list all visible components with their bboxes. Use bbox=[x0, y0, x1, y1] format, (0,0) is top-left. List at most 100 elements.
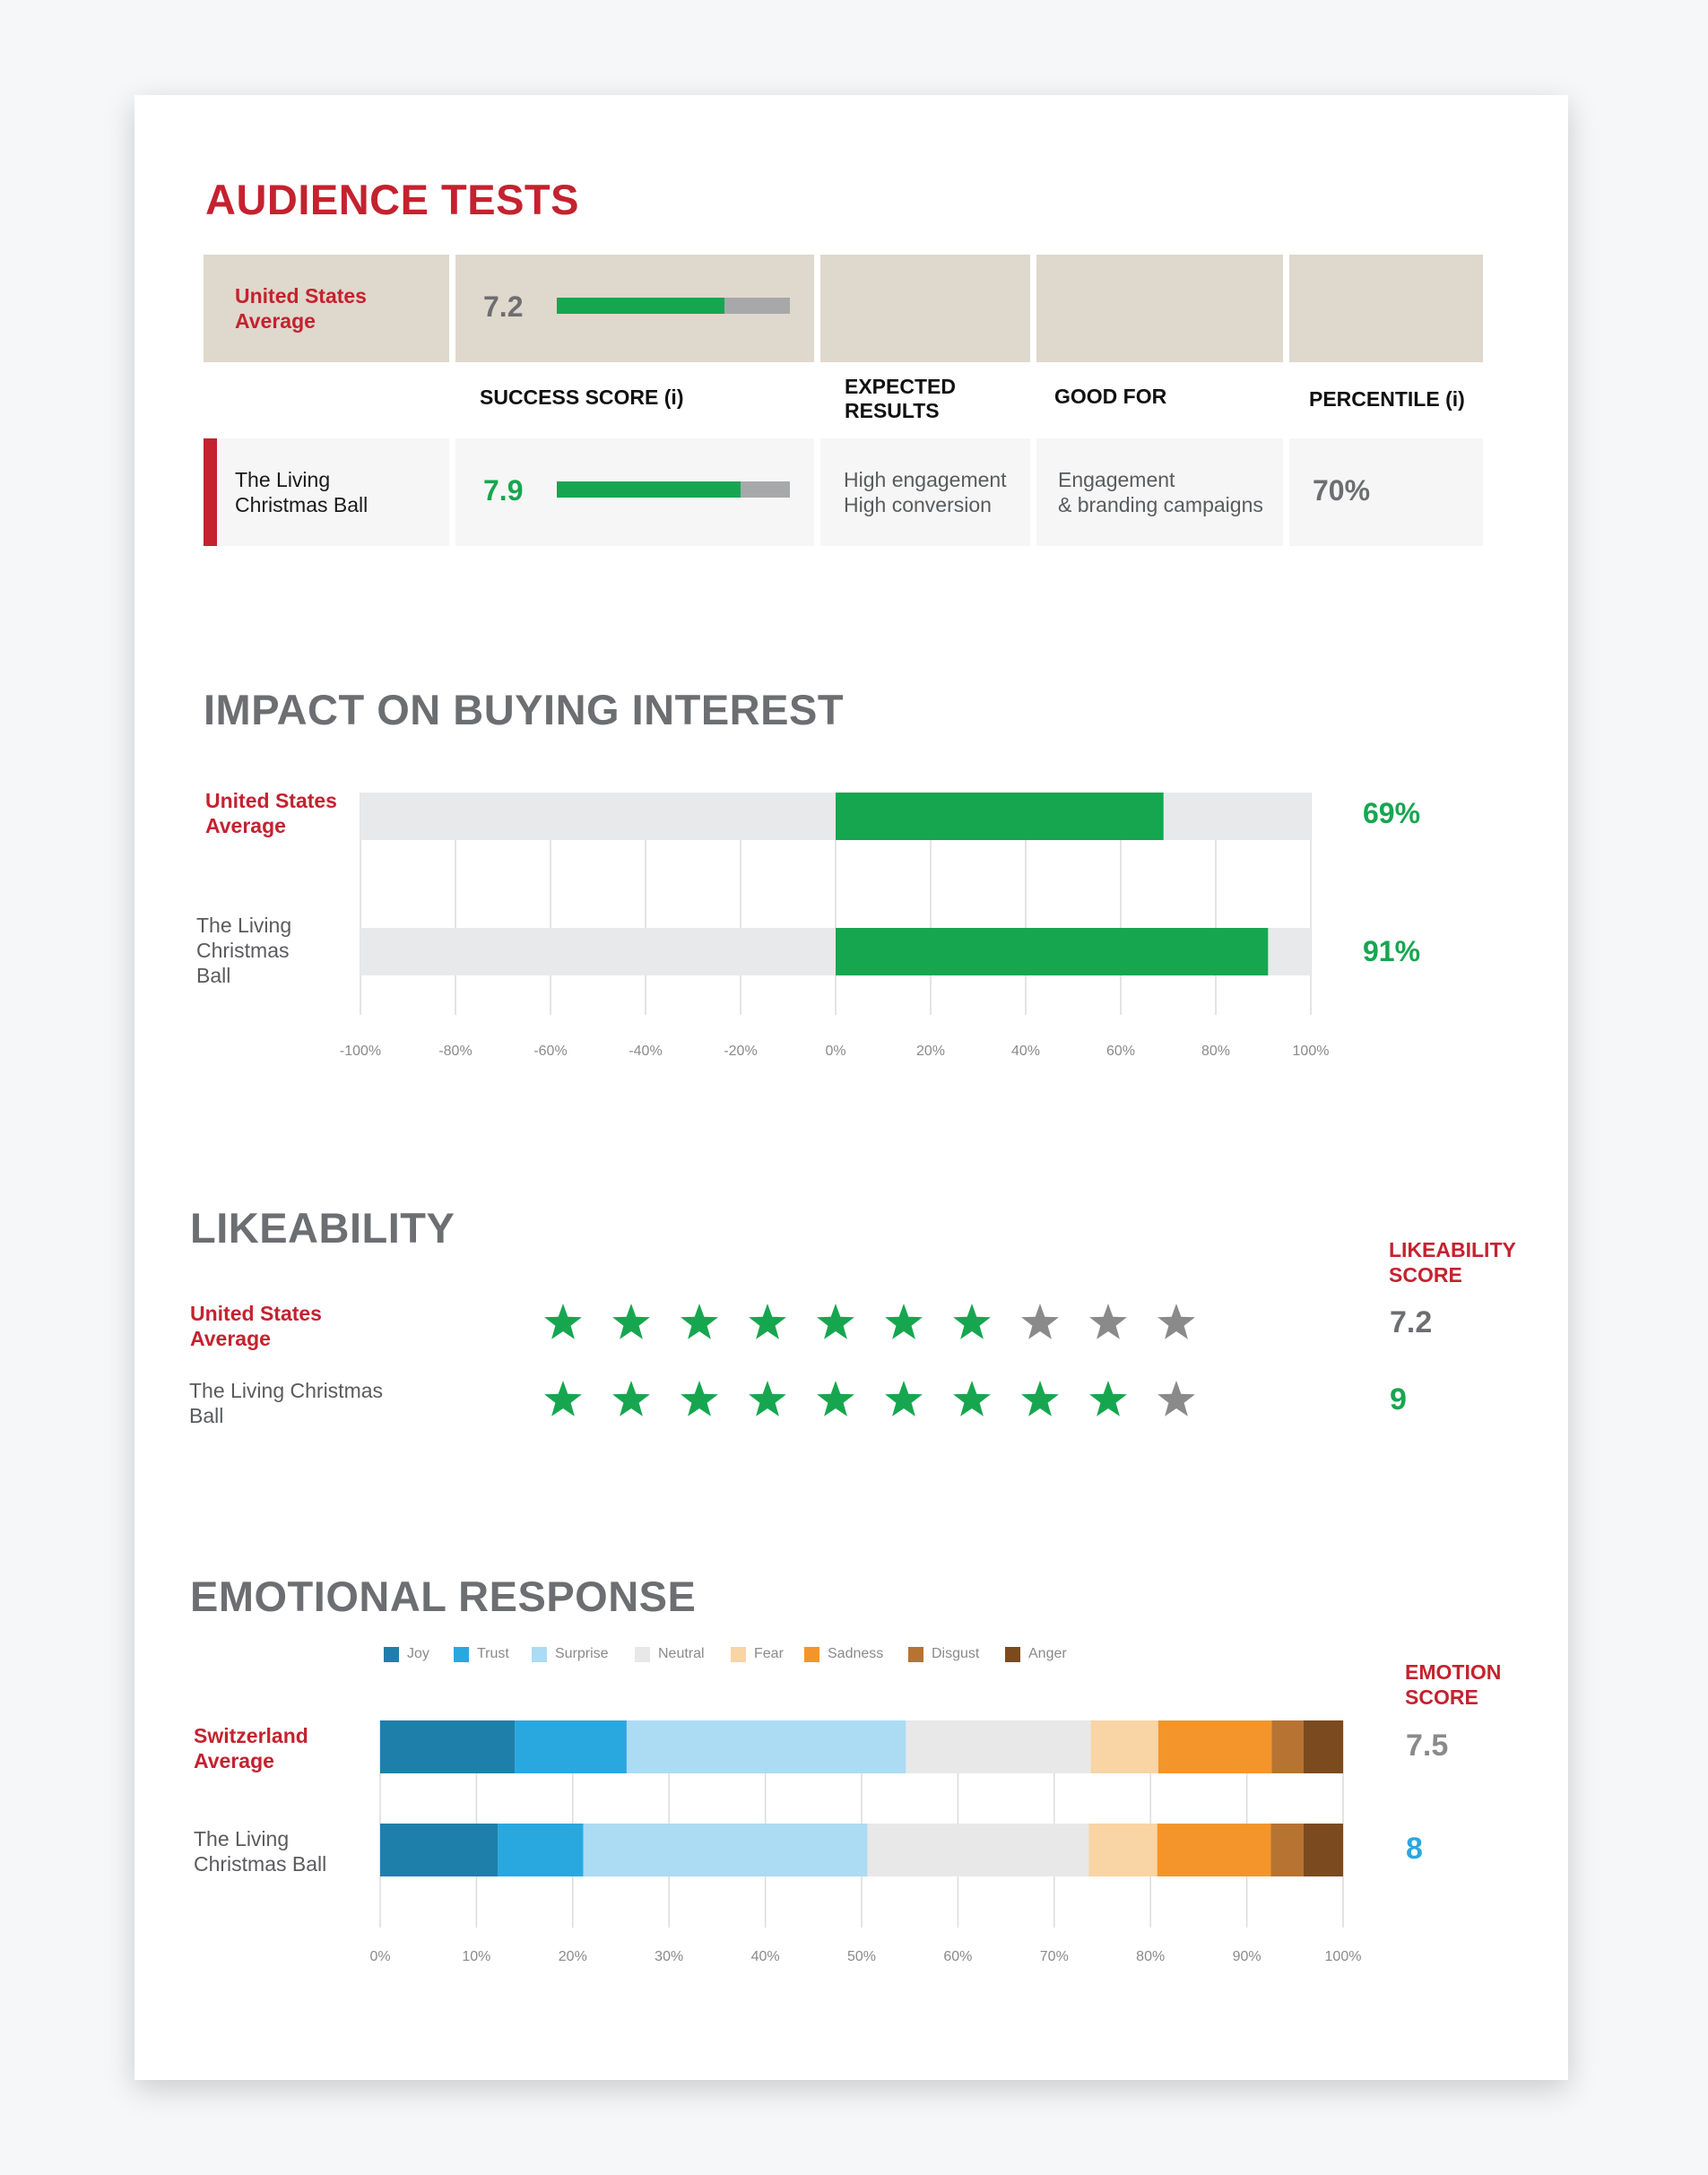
success-score-header[interactable]: SUCCESS SCORE (i) bbox=[480, 386, 684, 409]
avg-name-label: United States Average bbox=[235, 284, 367, 333]
emotional-title: EMOTIONAL RESPONSE bbox=[190, 1573, 697, 1620]
em-segment-disgust bbox=[1271, 1720, 1304, 1773]
bi-tick-label: 60% bbox=[1106, 1044, 1135, 1059]
em-tick-label: 20% bbox=[559, 1949, 587, 1964]
expected-line-2: High conversion bbox=[844, 493, 992, 516]
legend-item-anger: Anger bbox=[1005, 1645, 1067, 1663]
ad-percentile-cell: 70% bbox=[1289, 438, 1483, 546]
star-filled-icon bbox=[953, 1381, 991, 1417]
bi-avg-value: 69% bbox=[1363, 797, 1421, 829]
em-segment-joy bbox=[380, 1824, 499, 1876]
em-ad-score: 8 bbox=[1406, 1832, 1423, 1866]
em-ad-label: The Living Christmas Ball bbox=[194, 1827, 327, 1876]
star-filled-icon bbox=[817, 1304, 854, 1339]
avg-score-bar-fill bbox=[557, 298, 725, 314]
likeability-score-header: LIKEABILITY SCORE bbox=[1389, 1238, 1516, 1287]
likeability-stars bbox=[544, 1304, 1195, 1417]
legend-swatch bbox=[532, 1646, 547, 1662]
bi-avg-label: United States Average bbox=[205, 789, 337, 837]
em-tick-label: 10% bbox=[462, 1949, 490, 1964]
legend-label: Sadness bbox=[828, 1646, 884, 1661]
goodfor-line-2: & branding campaigns bbox=[1058, 493, 1263, 516]
bi-tick-label: -20% bbox=[724, 1044, 757, 1059]
legend-label: Surprise bbox=[555, 1646, 609, 1661]
star-empty-icon bbox=[1157, 1304, 1195, 1339]
em-segment-anger bbox=[1303, 1720, 1343, 1773]
likeability-title: LIKEABILITY bbox=[190, 1204, 455, 1252]
em-segment-surprise bbox=[583, 1824, 868, 1876]
star-empty-icon bbox=[1089, 1304, 1127, 1339]
legend-label: Anger bbox=[1028, 1646, 1067, 1661]
star-filled-icon bbox=[612, 1304, 650, 1339]
legend-label: Trust bbox=[477, 1646, 509, 1661]
bi-ad-label: The Living Christmas Ball bbox=[196, 914, 292, 987]
em-tick-label: 50% bbox=[847, 1949, 876, 1964]
star-filled-icon bbox=[1089, 1381, 1127, 1417]
em-tick-label: 0% bbox=[369, 1949, 390, 1964]
em-avg-score: 7.5 bbox=[1406, 1729, 1449, 1763]
star-filled-icon bbox=[749, 1304, 786, 1339]
lk-ad-label: The Living Christmas Ball bbox=[189, 1379, 384, 1427]
em-segment-sadness bbox=[1157, 1720, 1272, 1773]
legend-item-surprise: Surprise bbox=[532, 1645, 609, 1663]
bi-bar bbox=[836, 793, 1164, 840]
star-filled-icon bbox=[817, 1381, 854, 1417]
ad-goodfor-cell: Engagement & branding campaigns bbox=[1036, 438, 1283, 546]
buying-interest-title: IMPACT ON BUYING INTEREST bbox=[204, 686, 845, 733]
avg-percentile-cell bbox=[1289, 255, 1483, 362]
em-segment-trust bbox=[515, 1720, 627, 1773]
legend-item-neutral: Neutral bbox=[635, 1645, 705, 1663]
em-tick-label: 70% bbox=[1040, 1949, 1069, 1964]
ad-expected-cell: High engagement High conversion bbox=[820, 438, 1030, 546]
legend-swatch bbox=[454, 1646, 469, 1662]
star-filled-icon bbox=[953, 1304, 991, 1339]
bi-tick-label: 40% bbox=[1011, 1044, 1040, 1059]
bi-tick-label: 0% bbox=[825, 1044, 845, 1059]
em-tick-label: 90% bbox=[1233, 1949, 1261, 1964]
lk-avg-label: United States Average bbox=[190, 1302, 322, 1350]
bi-bar bbox=[836, 928, 1269, 975]
legend-item-joy: Joy bbox=[384, 1645, 429, 1663]
em-tick-label: 30% bbox=[655, 1949, 683, 1964]
ad-success-score: 7.9 bbox=[483, 474, 524, 507]
em-segment-fear bbox=[1090, 1720, 1158, 1773]
star-filled-icon bbox=[681, 1304, 718, 1339]
em-segment-trust bbox=[498, 1824, 584, 1876]
avg-score-cell: 7.2 bbox=[455, 255, 814, 362]
bi-tick-label: 80% bbox=[1201, 1044, 1230, 1059]
legend-item-disgust: Disgust bbox=[908, 1645, 979, 1663]
legend-label: Joy bbox=[407, 1646, 429, 1661]
em-segment-sadness bbox=[1157, 1824, 1271, 1876]
star-filled-icon bbox=[885, 1304, 923, 1339]
buying-interest-chart: -100% -80% -60% -40% -20% 0% 20% 40% 60% 80% 100% bbox=[340, 793, 1330, 1059]
legend-item-trust: Trust bbox=[454, 1645, 509, 1663]
em-segment-neutral bbox=[867, 1824, 1089, 1876]
bi-tick-label: -80% bbox=[438, 1044, 472, 1059]
em-segment-joy bbox=[380, 1720, 516, 1773]
star-filled-icon bbox=[544, 1304, 582, 1339]
good-for-header: GOOD FOR bbox=[1054, 385, 1167, 408]
legend-swatch bbox=[1005, 1646, 1020, 1662]
em-segment-anger bbox=[1303, 1824, 1343, 1876]
lk-avg-score: 7.2 bbox=[1390, 1305, 1433, 1339]
legend-label: Neutral bbox=[658, 1646, 705, 1661]
lk-ad-score: 9 bbox=[1390, 1382, 1407, 1417]
star-filled-icon bbox=[1021, 1381, 1059, 1417]
emotional-chart: 0% 10% 20% 30% 40% 50% 60% 70% 80% 90% 100% bbox=[369, 1720, 1361, 1964]
em-segment-neutral bbox=[906, 1720, 1091, 1773]
bi-tick-label: -40% bbox=[629, 1044, 662, 1059]
bi-ad-value: 91% bbox=[1363, 935, 1421, 967]
avg-goodfor-cell bbox=[1036, 255, 1283, 362]
star-empty-icon bbox=[1021, 1304, 1059, 1339]
avg-success-score: 7.2 bbox=[483, 290, 524, 323]
em-segment-surprise bbox=[626, 1720, 906, 1773]
star-empty-icon bbox=[1157, 1381, 1195, 1417]
bi-tick-label: 100% bbox=[1293, 1044, 1330, 1059]
ad-name-label: The Living Christmas Ball bbox=[235, 468, 368, 516]
ad-score-cell: 7.9 bbox=[455, 438, 814, 546]
em-segment-disgust bbox=[1270, 1824, 1304, 1876]
legend-swatch bbox=[804, 1646, 819, 1662]
percentile-header[interactable]: PERCENTILE (i) bbox=[1309, 387, 1465, 411]
em-avg-label: Switzerland Average bbox=[194, 1724, 308, 1772]
goodfor-line-1: Engagement bbox=[1058, 468, 1175, 491]
